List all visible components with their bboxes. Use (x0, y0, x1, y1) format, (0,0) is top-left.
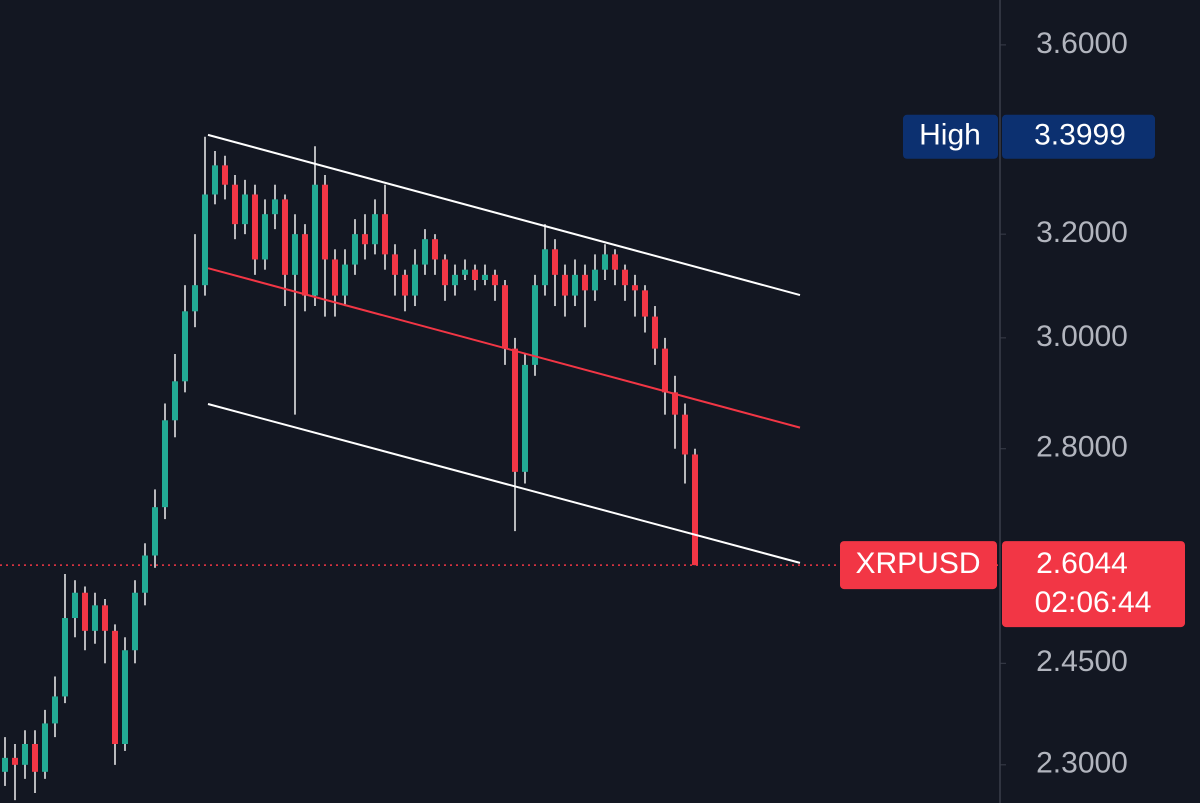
candle-body (142, 555, 148, 593)
candle-body (202, 194, 208, 286)
y-tick-label: 2.8000 (1036, 431, 1128, 464)
countdown: 02:06:44 (1035, 586, 1152, 619)
candle-body (222, 165, 228, 185)
y-tick-label: 2.3000 (1036, 747, 1128, 780)
candle-body (602, 254, 608, 270)
candle-body (492, 274, 498, 286)
candle-body (662, 348, 668, 393)
trend-line (207, 403, 801, 564)
candle-body (82, 592, 88, 631)
candle-body (12, 757, 18, 765)
candle-body (542, 249, 548, 286)
candle-body (42, 723, 48, 772)
candle-body (122, 650, 128, 744)
candle-body (612, 254, 618, 270)
candle-body (22, 743, 28, 765)
candle-body (622, 269, 628, 286)
candle-body (212, 165, 218, 195)
candle-body (162, 420, 168, 508)
candle-body (392, 254, 398, 275)
candle-body (112, 630, 118, 744)
trend-line (207, 267, 801, 429)
candle-body (272, 199, 278, 215)
candle-body (312, 184, 318, 296)
candle-body (402, 274, 408, 296)
candle-body (652, 316, 658, 349)
candle-body (432, 239, 438, 260)
high-value-box (1002, 114, 1155, 159)
candle-body (582, 274, 588, 291)
candle-body (352, 234, 358, 265)
candle-body (92, 605, 98, 631)
candle-body (482, 274, 488, 281)
candle-body (372, 214, 378, 245)
candle-body (32, 743, 38, 772)
candle-body (262, 214, 268, 260)
candle-body (532, 285, 538, 365)
candle-body (322, 184, 328, 260)
candle-body (332, 259, 338, 296)
y-tick-label: 3.2000 (1036, 216, 1128, 249)
candle-body (692, 454, 698, 566)
candle-body (522, 364, 528, 472)
high-value: 3.3999 (1034, 119, 1126, 152)
candle-body (152, 507, 158, 556)
candle-body (292, 234, 298, 275)
candle-body (52, 696, 58, 724)
y-tick-label: 3.6000 (1036, 27, 1128, 60)
candle-body (632, 285, 638, 291)
candle-body (132, 592, 138, 651)
candle-body (592, 269, 598, 291)
candle-body (2, 757, 8, 772)
candle-body (502, 285, 508, 349)
candle-body (442, 259, 448, 286)
symbol-label-box (840, 541, 997, 590)
y-tick-label: 3.0000 (1036, 320, 1128, 353)
candle-body (172, 381, 178, 421)
last-price: 2.6044 (1036, 547, 1128, 580)
high-label-box (903, 114, 998, 159)
candle-body (192, 285, 198, 312)
candle-body (252, 194, 258, 260)
candle-body (672, 392, 678, 415)
candle-body (302, 234, 308, 296)
candle-body (342, 264, 348, 296)
candle-body (572, 274, 578, 296)
candle-body (512, 348, 518, 472)
y-tick-label: 2.4500 (1036, 645, 1128, 678)
candle-body (682, 414, 688, 455)
candle-body (452, 274, 458, 286)
symbol-label: XRPUSD (855, 547, 980, 580)
candle-body (242, 194, 248, 225)
candle-body (562, 274, 568, 296)
candle-body (412, 264, 418, 296)
candle-body (362, 234, 368, 245)
candle-body (462, 269, 468, 275)
high-label: High (919, 119, 981, 152)
candle-body (182, 311, 188, 382)
trend-line (207, 133, 801, 297)
candle-body (422, 239, 428, 265)
candle-body (62, 618, 68, 697)
candle-body (102, 605, 108, 631)
candle-body (472, 269, 478, 281)
candle-body (382, 214, 388, 255)
candle-body (282, 199, 288, 275)
candle-body (642, 290, 648, 317)
candle-body (232, 184, 238, 225)
candle-body (552, 249, 558, 275)
candle-body (72, 592, 78, 619)
last-price-box (1002, 541, 1185, 628)
